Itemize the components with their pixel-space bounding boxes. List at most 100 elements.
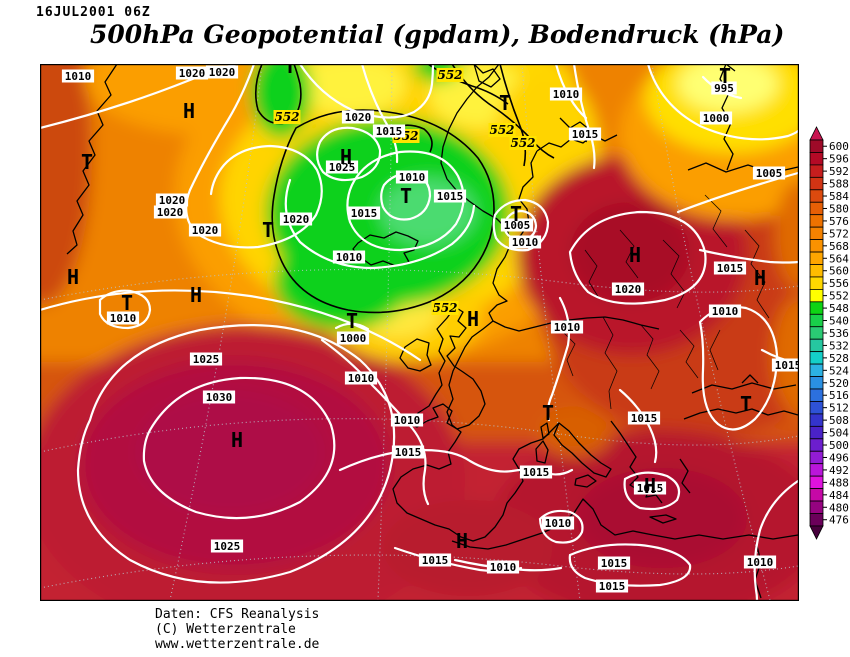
colorbar-segment [809,288,824,303]
colorbar-tick-label: 504 [829,427,849,440]
low-center-T: T [346,309,358,333]
colorbar-tick-label: 580 [829,202,849,215]
colorbar: 600 596 592 588 584 580 576 572 568 564 560 556 552 5… [806,124,850,554]
colorbar-segment [809,301,824,315]
pressure-label: 1010 [541,516,575,530]
colorbar-segment [809,475,824,489]
colorbar-segment [809,239,824,253]
low-center-T: T [719,64,731,88]
pressure-label: 1010 [708,304,742,318]
colorbar-tick-label: 592 [829,165,849,178]
low-center-T: T [542,401,554,425]
pressure-label: 1010 [61,69,95,83]
pressure-label: 1025 [325,160,359,174]
pressure-label: 1025 [189,352,223,366]
svg-text:1010: 1010 [553,88,580,101]
svg-text:1020: 1020 [179,67,206,80]
colorbar-tick-label: 492 [829,464,849,477]
pressure-label: 1015 [771,358,805,372]
pressure-label: 1010 [549,87,583,101]
pressure-label: 1020 [153,205,187,219]
pressure-label: 1020 [279,212,313,226]
colorbar-segment [809,388,824,402]
colorbar-tick-label: 576 [829,215,849,228]
svg-text:1020: 1020 [157,206,184,219]
pressure-label: 995 [711,81,737,95]
svg-text:1020: 1020 [615,283,642,296]
low-center-T: T [400,184,412,208]
pressure-label: 1010 [390,413,424,427]
colorbar-tick-label: 532 [829,339,849,352]
pressure-label: 1005 [500,218,534,232]
high-center-H: H [629,243,641,267]
pressure-label: 1030 [202,390,236,404]
pressure-label: 1015 [433,189,467,203]
colorbar-segment [809,351,824,365]
svg-text:1030: 1030 [206,391,233,404]
pressure-label: 1010 [508,235,542,249]
colorbar-tick-label: 564 [829,252,849,265]
low-center-T: T [740,392,752,416]
colorbar-segment [809,276,824,290]
svg-text:1020: 1020 [345,111,372,124]
colorbar-tick-label: 480 [829,501,849,514]
svg-text:1025: 1025 [329,161,356,174]
geopotential-label: 552 [509,136,537,150]
geopotential-label: 552 [431,301,459,315]
pressure-label: 1020 [155,193,189,207]
pressure-label: 1020 [205,65,239,79]
svg-text:1010: 1010 [554,321,581,334]
svg-text:1010: 1010 [490,561,517,574]
map-datetime: 16JUL2001 06Z [36,5,151,20]
colorbar-segment [809,189,824,203]
pressure-label: 1015 [597,556,631,570]
geopotential-colorbar: 6005965925885845805765725685645605565525… [809,126,849,540]
colorbar-tick-label: 552 [829,290,849,303]
svg-text:1010: 1010 [712,305,739,318]
colorbar-tick-label: 588 [829,178,849,191]
pressure-label: 1010 [332,250,366,264]
colorbar-tick-label: 488 [829,476,849,489]
colorbar-segment [809,376,824,390]
colorbar-segment [809,214,824,228]
pressure-label: 1010 [395,170,429,184]
high-center-H: H [467,307,479,331]
svg-text:1025: 1025 [193,353,220,366]
high-center-H: H [67,265,79,289]
svg-text:1000: 1000 [703,112,730,125]
colorbar-tick-label: 476 [829,514,849,527]
map-border [39,63,800,602]
colorbar-segment [809,500,824,514]
svg-text:1015: 1015 [599,580,626,593]
low-center-T: T [81,150,93,174]
pressure-label: 1020 [175,66,209,80]
colorbar-segment [809,164,824,178]
colorbar-tick-label: 500 [829,439,849,452]
pressure-label: 1015 [633,481,667,495]
colorbar-tick-label: 572 [829,227,849,240]
pressure-label: 1010 [550,320,584,334]
pressure-label: 1020 [188,223,222,237]
colorbar-arrow-top [809,126,824,141]
low-center-T: T [262,218,274,242]
attribution-copyright: (C) Wetterzentrale [155,622,296,637]
svg-text:1015: 1015 [422,554,449,567]
colorbar-tick-label: 568 [829,240,849,253]
pressure-label: 1010 [486,560,520,574]
svg-text:552: 552 [510,136,535,150]
pressure-label: 1015 [347,206,381,220]
svg-text:995: 995 [714,82,734,95]
map-attribution: Daten: CFS Reanalysis (C) Wetterzentrale… [155,607,319,652]
colorbar-segment [809,226,824,241]
colorbar-segment [809,264,824,278]
colorbar-tick-label: 556 [829,277,849,290]
colorbar-segment [809,201,824,216]
svg-text:1015: 1015 [523,466,550,479]
colorbar-tick-label: 600 [829,140,849,153]
colorbar-arrow-bottom [809,525,824,540]
colorbar-segment [809,152,824,166]
colorbar-segment [809,313,824,328]
colorbar-segment [809,488,824,502]
pressure-label: 1000 [699,111,733,125]
